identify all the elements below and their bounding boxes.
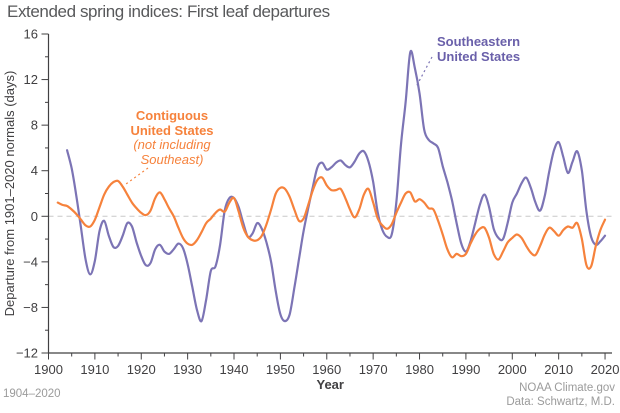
credit-data-source: Data: Schwartz, M.D. [506, 395, 615, 408]
y-axis-tick-label: 8 [31, 118, 38, 133]
leader-line-southeast [415, 56, 433, 88]
x-axis-tick-label: 1910 [80, 362, 109, 377]
x-axis-tick-label: 1990 [451, 362, 480, 377]
y-axis-tick-label: −12 [16, 346, 38, 361]
x-axis-tick-label: 1980 [405, 362, 434, 377]
x-axis-tick-label: 2020 [591, 362, 620, 377]
series-label-southeast: Southeastern United States [437, 34, 520, 64]
series-line-conus [56, 176, 607, 270]
series-label-southeast-line2: United States [437, 49, 521, 64]
credit-noaa: NOAA Climate.gov [519, 382, 615, 394]
y-axis-tick-label: 0 [31, 209, 38, 224]
y-axis-tick-label: 16 [24, 27, 38, 42]
x-axis-tick-label: 1940 [220, 362, 249, 377]
series-line-southeast [66, 49, 607, 323]
x-axis-tick-label: 2000 [498, 362, 527, 377]
x-axis-tick-label: 2010 [544, 362, 573, 377]
x-axis-tick-label: 1950 [266, 362, 295, 377]
series-label-conus-line3: (not including [133, 137, 211, 152]
x-axis-tick-label: 1900 [34, 362, 63, 377]
y-axis-title: Departure from 1901–2020 normals (days) [2, 71, 17, 317]
period-note: 1904–2020 [3, 388, 61, 400]
source-credit: NOAA Climate.gov Data: Schwartz, M.D. [506, 382, 615, 409]
y-axis-tick-label: −4 [23, 254, 38, 269]
series-label-southeast-line1: Southeastern [437, 34, 521, 49]
series-label-conus: Contiguous United States (not including … [99, 108, 245, 167]
x-axis-title: Year [317, 377, 344, 392]
y-axis-tick-label: 4 [31, 163, 38, 178]
series-label-conus-line1: Contiguous [135, 108, 209, 123]
x-axis-tick-label: 1920 [127, 362, 156, 377]
series-label-conus-line4: Southeast) [140, 151, 204, 167]
x-axis-tick-label: 1930 [173, 362, 202, 377]
x-axis-tick-label: 1960 [312, 362, 341, 377]
y-axis-tick-label: 12 [24, 72, 38, 87]
y-axis-tick-label: −8 [23, 300, 38, 315]
page-title: Extended spring indices: First leaf depa… [7, 2, 330, 21]
x-axis-tick-label: 1970 [359, 362, 388, 377]
series-label-conus-line2: United States [130, 122, 214, 138]
leader-line-conus [125, 167, 149, 185]
